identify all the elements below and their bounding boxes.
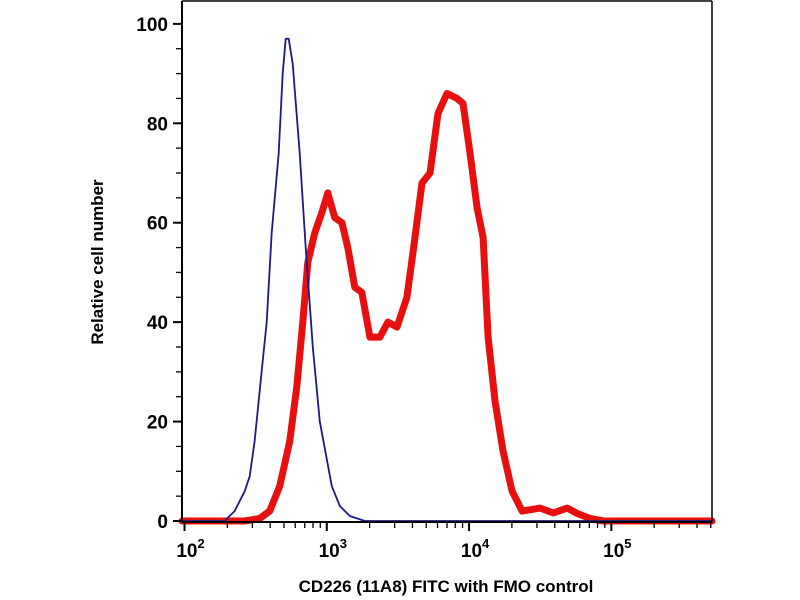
y-tick-label: 20 <box>147 413 168 434</box>
x-tick-base: 10 <box>461 541 482 562</box>
x-axis: 102 103 104 105 <box>176 522 712 562</box>
x-tick-label: 105 <box>603 536 631 562</box>
x-tick-exponent: 5 <box>624 536 631 551</box>
x-axis-label: CD226 (11A8) FITC with FMO control <box>299 577 594 596</box>
y-tick-label: 60 <box>147 214 168 235</box>
x-tick-label: 102 <box>176 536 204 562</box>
plot-area <box>178 37 716 525</box>
series-cd226-fitc-line <box>178 90 716 525</box>
x-tick-base: 10 <box>176 541 197 562</box>
y-axis-label: Relative cell number <box>88 179 107 345</box>
y-tick-label: 100 <box>136 15 168 36</box>
series-fmo-control-line <box>181 37 713 522</box>
y-tick-label: 80 <box>147 114 168 135</box>
x-tick-label: 104 <box>461 536 490 562</box>
x-tick-label: 103 <box>319 536 347 562</box>
axes-frame <box>181 0 713 523</box>
y-axis: 0 20 40 60 80 100 <box>136 15 182 533</box>
x-tick-exponent: 2 <box>197 536 204 551</box>
y-tick-label: 40 <box>147 313 168 334</box>
x-tick-base: 10 <box>603 541 624 562</box>
x-tick-base: 10 <box>319 541 340 562</box>
y-tick-label: 0 <box>157 512 168 533</box>
x-tick-exponent: 3 <box>340 536 347 551</box>
x-tick-exponent: 4 <box>482 536 490 551</box>
